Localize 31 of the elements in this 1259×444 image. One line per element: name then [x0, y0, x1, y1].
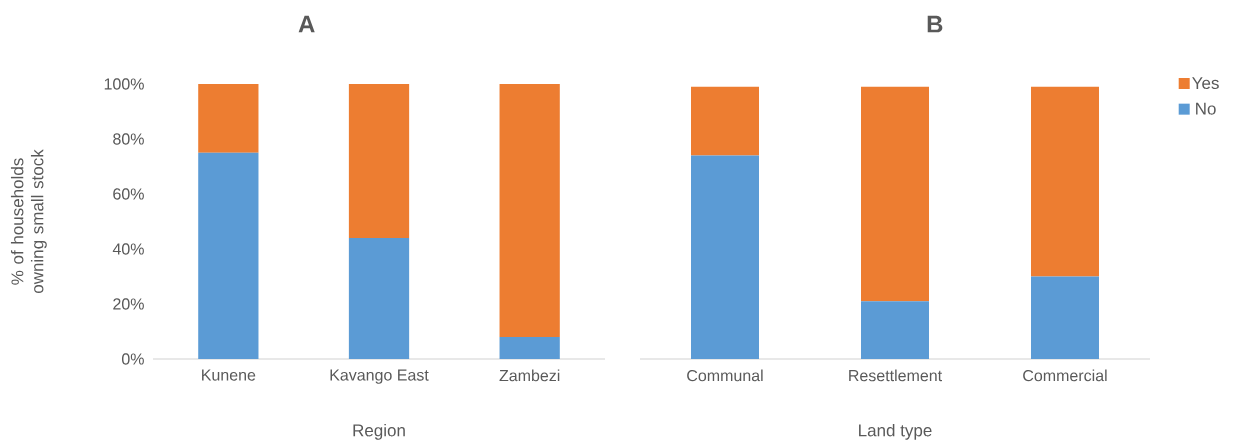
bar [691, 86, 759, 156]
y-tick-label: 0% [121, 353, 144, 365]
bar [499, 83, 560, 337]
y-tick-label: 100% [104, 78, 144, 90]
bar [348, 237, 410, 359]
bar [1031, 276, 1099, 359]
y-tick-label: 80% [113, 133, 144, 145]
x-tick-label: Kunene [202, 369, 256, 381]
x-tick-label: Kavango East [330, 369, 429, 384]
y-tick-label: 20% [113, 298, 144, 310]
legend-label: No [1196, 102, 1216, 115]
bar [861, 301, 929, 359]
bar [348, 83, 410, 238]
x-axis-title: Region [353, 423, 405, 440]
x-tick-label: Resettlement [849, 369, 942, 382]
chart-title: A [298, 15, 315, 33]
x-axis-title: Land type [859, 423, 932, 440]
bar [691, 155, 759, 359]
bar [198, 83, 259, 153]
legend-label: Yes [1192, 77, 1219, 90]
bar [499, 336, 560, 359]
x-tick-label: Zambezi [499, 369, 560, 382]
y-tick-label: 40% [112, 243, 144, 255]
bar [861, 86, 929, 302]
y-tick-label: 60% [113, 188, 144, 200]
bar [198, 152, 259, 359]
x-tick-label: Commercial [1023, 369, 1107, 382]
bar [1031, 86, 1099, 277]
chart-title: B [927, 15, 943, 33]
x-tick-label: Communal [687, 369, 763, 382]
y-axis-title: % of households owning small stock [10, 149, 47, 294]
